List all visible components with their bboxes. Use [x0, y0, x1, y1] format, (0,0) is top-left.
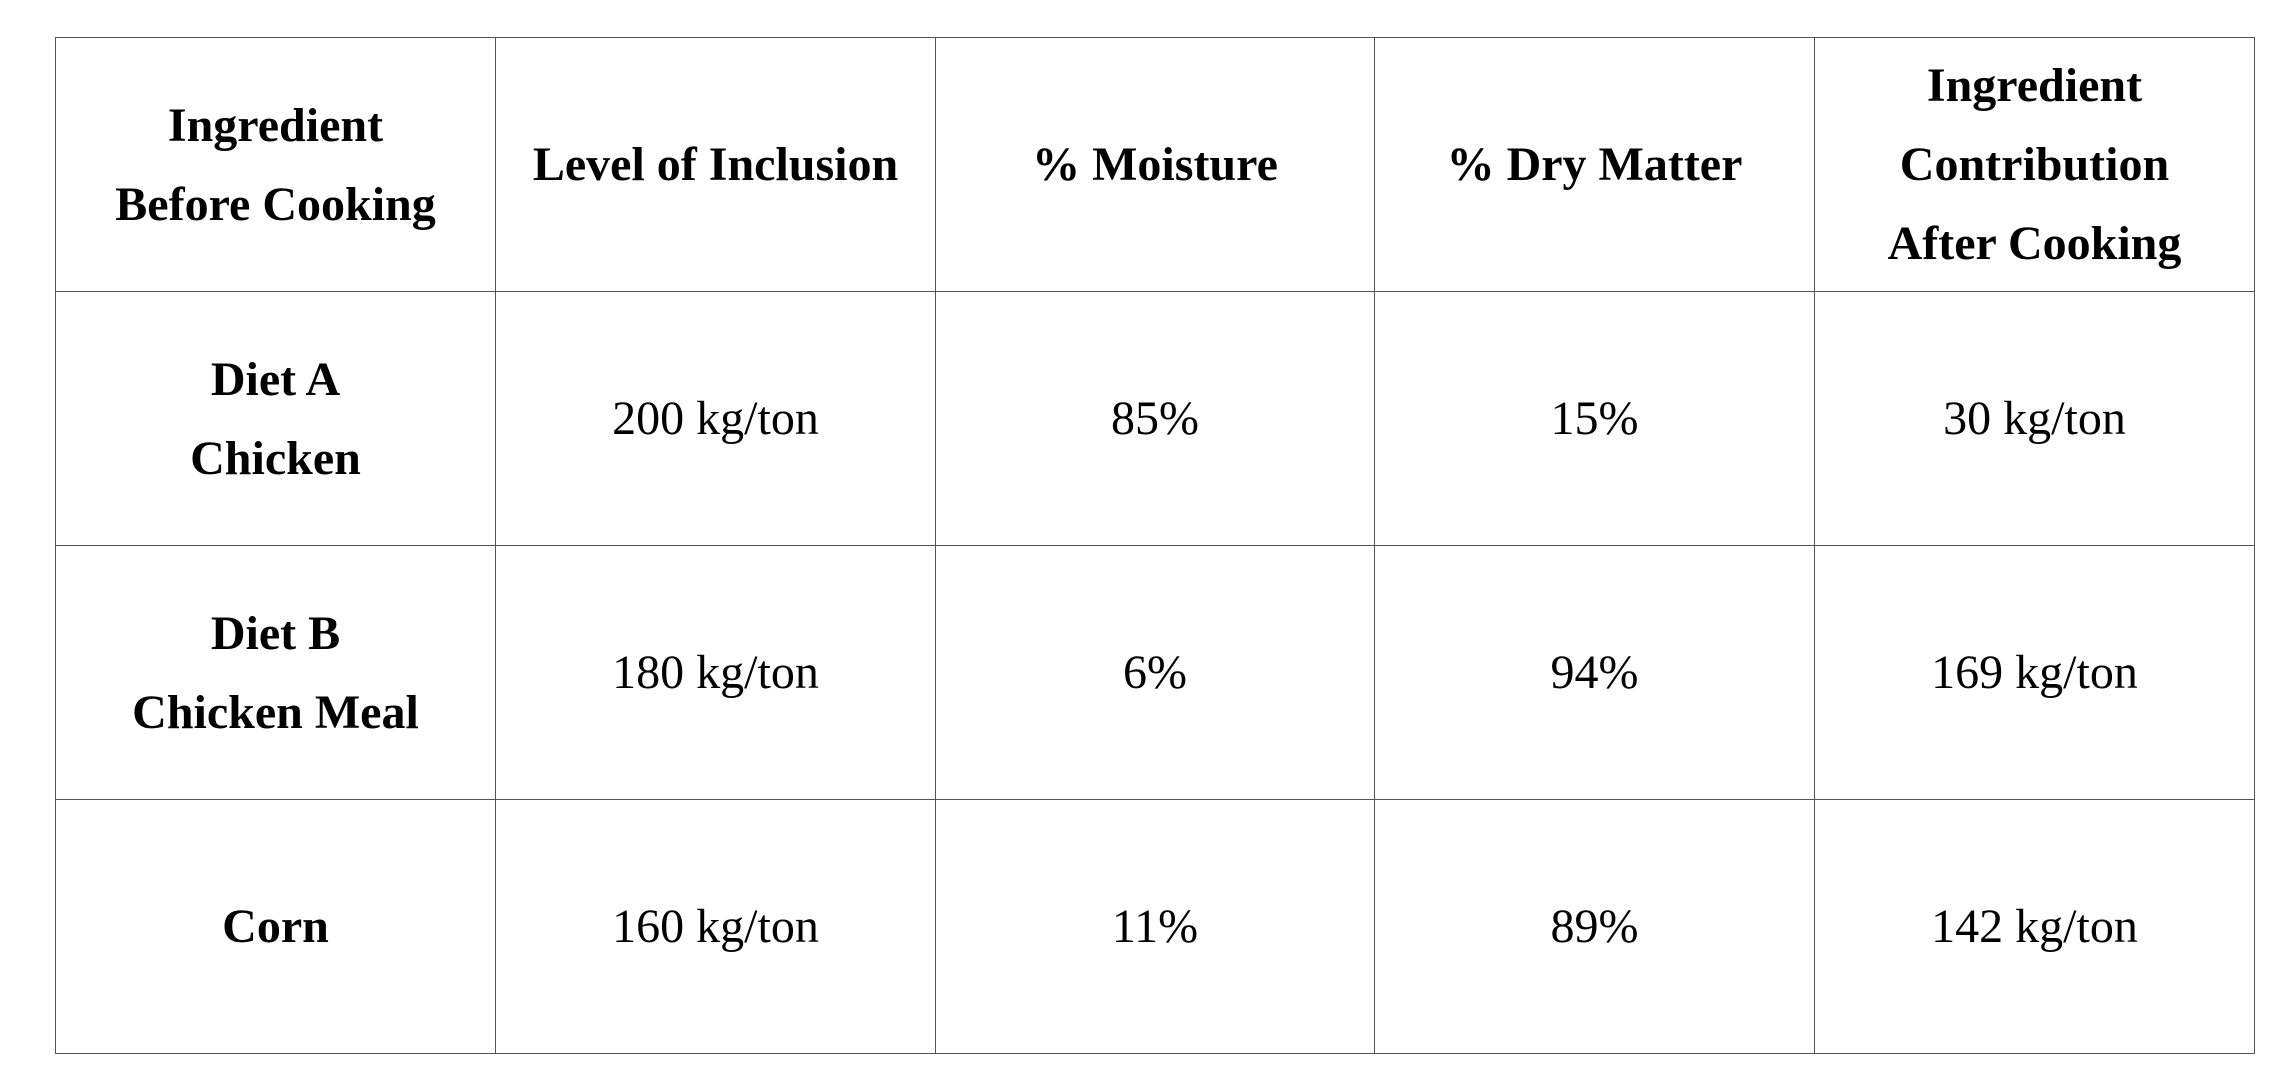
cell-text: 30 kg/ton — [1943, 392, 2126, 445]
table-cell: 11% — [935, 799, 1375, 1054]
header-cell: Level of Inclusion — [495, 37, 936, 292]
cell-text: 169 kg/ton — [1931, 646, 2138, 699]
cell-text: Ingredient — [1926, 59, 2143, 112]
cell-text: % Moisture — [1032, 138, 1278, 191]
table-cell: Diet A Chicken — [55, 291, 496, 546]
cell-text: Ingredient — [167, 98, 384, 152]
cell-text: Corn — [222, 900, 329, 953]
table-row: Diet A Chicken 200 kg/ton 85% 15% 30 kg/ton — [55, 291, 2255, 546]
cell-text: 160 kg/ton — [612, 900, 819, 953]
table-cell: 180 kg/ton — [495, 545, 936, 800]
table-cell: Diet B Chicken Meal — [55, 545, 496, 800]
table-cell: 89% — [1374, 799, 1815, 1054]
cell-text: Chicken — [190, 431, 361, 485]
table-cell: 169 kg/ton — [1814, 545, 2255, 800]
cell-text: 89% — [1550, 900, 1639, 953]
table-cell: 85% — [935, 291, 1375, 546]
table-row: Diet B Chicken Meal 180 kg/ton 6% 94% 169 kg/… — [55, 545, 2255, 800]
cell-text: 200 kg/ton — [612, 392, 819, 445]
cell-text: Contribution — [1899, 138, 2170, 191]
cell-text: After Cooking — [1887, 217, 2182, 270]
table-cell: 30 kg/ton — [1814, 291, 2255, 546]
data-table: Ingredient Before Cooking Level of Inclusi… — [55, 37, 2255, 1054]
header-row: Ingredient Before Cooking Level of Inclusi… — [55, 37, 2255, 292]
table-cell: 6% — [935, 545, 1375, 800]
cell-text: Diet A — [210, 352, 341, 406]
table-cell: 15% — [1374, 291, 1815, 546]
cell-text: 85% — [1111, 392, 1199, 445]
cell-text: Before Cooking — [115, 177, 436, 231]
header-cell: % Dry Matter — [1374, 37, 1815, 292]
cell-text: 180 kg/ton — [612, 646, 819, 699]
header-cell: Ingredient Contribution After Cooking — [1814, 37, 2255, 292]
table-cell: 94% — [1374, 545, 1815, 800]
table-cell: 160 kg/ton — [495, 799, 936, 1054]
header-cell: % Moisture — [935, 37, 1375, 292]
header-cell: Ingredient Before Cooking — [55, 37, 496, 292]
cell-text: % Dry Matter — [1446, 138, 1743, 191]
cell-text: Diet B — [210, 606, 341, 660]
table-body: Ingredient Before Cooking Level of Inclusi… — [55, 37, 2255, 1054]
table-row: Corn 160 kg/ton 11% 89% 142 kg/ton — [55, 799, 2255, 1054]
cell-text: 94% — [1550, 646, 1639, 699]
cell-text: 142 kg/ton — [1931, 900, 2138, 953]
cell-text: 11% — [1111, 900, 1199, 953]
table-cell: 200 kg/ton — [495, 291, 936, 546]
cell-text: 6% — [1123, 646, 1187, 699]
table-cell: Corn — [55, 799, 496, 1054]
table-cell: 142 kg/ton — [1814, 799, 2255, 1054]
cell-text: 15% — [1550, 392, 1639, 445]
cell-text: Chicken Meal — [132, 685, 419, 739]
cell-text: Level of Inclusion — [532, 138, 899, 191]
